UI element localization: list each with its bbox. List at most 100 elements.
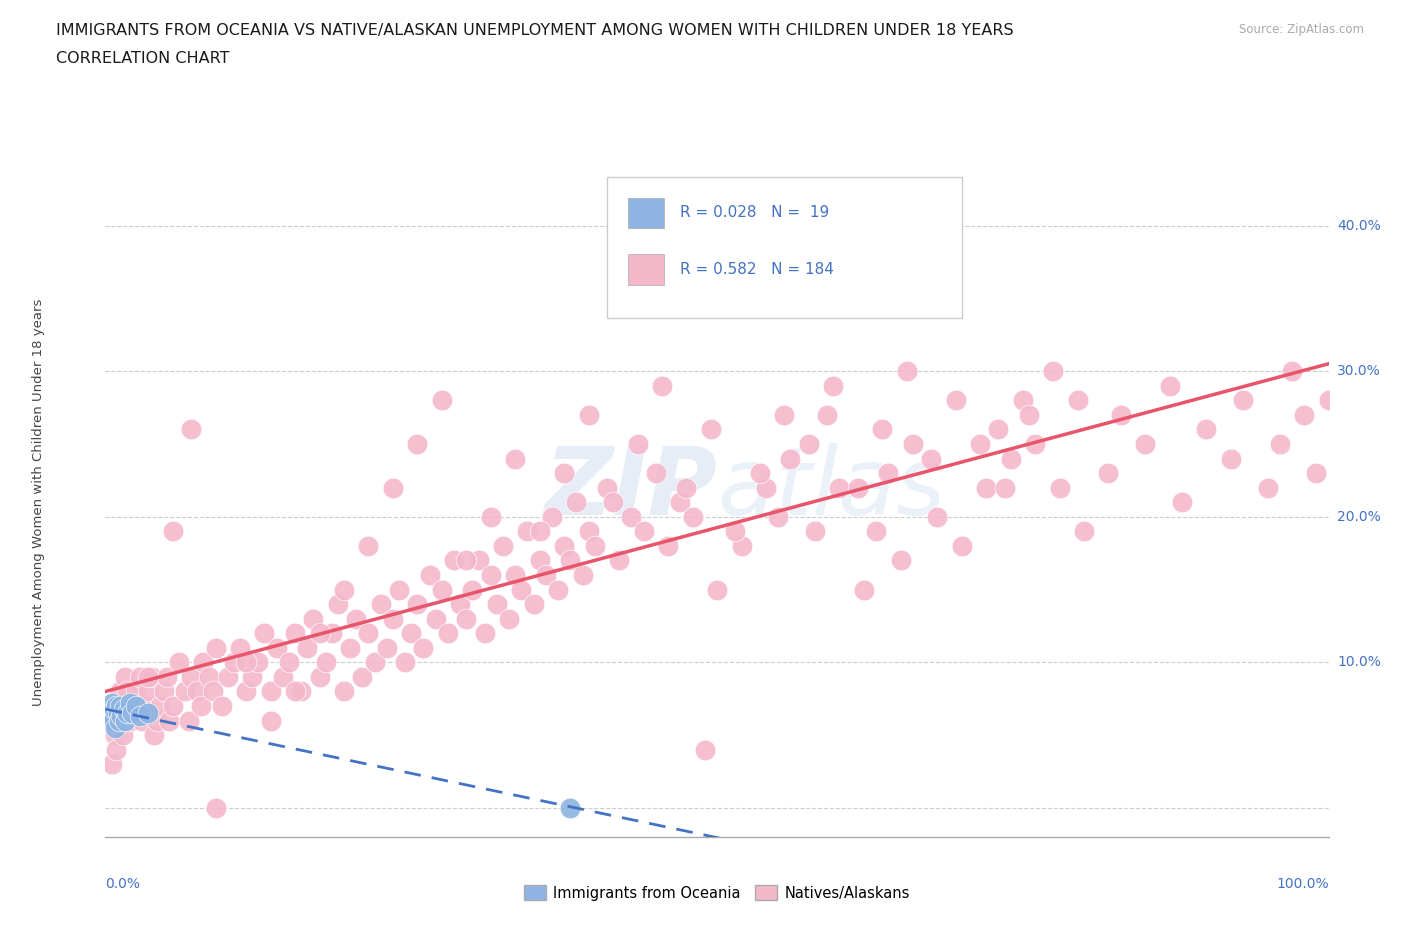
- Point: [381, 480, 404, 495]
- Point: [247, 655, 270, 670]
- Point: [375, 641, 398, 656]
- Text: atlas: atlas: [717, 444, 945, 535]
- Point: [107, 706, 129, 721]
- Point: [104, 721, 127, 736]
- Point: [388, 582, 411, 597]
- Point: [101, 713, 124, 728]
- Point: [162, 698, 184, 713]
- Point: [870, 422, 893, 437]
- Point: [571, 567, 593, 582]
- Point: [675, 480, 697, 495]
- Point: [430, 582, 453, 597]
- Point: [950, 538, 973, 553]
- Point: [1268, 436, 1291, 451]
- FancyBboxPatch shape: [627, 197, 665, 228]
- Point: [644, 466, 668, 481]
- Point: [706, 582, 728, 597]
- Point: [259, 684, 281, 698]
- Point: [437, 626, 460, 641]
- Point: [339, 641, 361, 656]
- Point: [121, 706, 143, 721]
- Text: IMMIGRANTS FROM OCEANIA VS NATIVE/ALASKAN UNEMPLOYMENT AMONG WOMEN WITH CHILDREN: IMMIGRANTS FROM OCEANIA VS NATIVE/ALASKA…: [56, 23, 1014, 38]
- Point: [297, 641, 319, 656]
- Point: [103, 701, 125, 716]
- Point: [1049, 480, 1071, 495]
- Point: [779, 451, 801, 466]
- Point: [229, 641, 252, 656]
- Text: Unemployment Among Women with Children Under 18 years: Unemployment Among Women with Children U…: [32, 299, 45, 706]
- Point: [456, 611, 478, 626]
- Point: [602, 495, 624, 510]
- Point: [503, 567, 526, 582]
- Point: [768, 510, 790, 525]
- Point: [128, 709, 150, 724]
- Point: [969, 436, 991, 451]
- Point: [302, 611, 325, 626]
- Point: [278, 655, 301, 670]
- Point: [443, 553, 465, 568]
- Point: [125, 684, 148, 698]
- Point: [498, 611, 520, 626]
- Point: [682, 510, 704, 525]
- Point: [529, 553, 551, 568]
- Point: [105, 742, 128, 757]
- Point: [804, 524, 827, 538]
- Point: [927, 510, 949, 525]
- Point: [425, 611, 447, 626]
- Point: [363, 655, 385, 670]
- Point: [131, 713, 153, 728]
- Point: [149, 698, 172, 713]
- Point: [235, 684, 257, 698]
- Point: [1294, 407, 1316, 422]
- Point: [406, 597, 429, 612]
- Point: [583, 538, 606, 553]
- Point: [107, 713, 129, 728]
- Point: [125, 698, 148, 713]
- Point: [1067, 392, 1090, 407]
- Point: [114, 670, 136, 684]
- Point: [259, 713, 281, 728]
- Point: [108, 684, 131, 698]
- Point: [596, 480, 619, 495]
- Point: [724, 524, 747, 538]
- Point: [657, 538, 679, 553]
- Point: [669, 495, 692, 510]
- Point: [565, 495, 588, 510]
- Point: [748, 466, 770, 481]
- Point: [1219, 451, 1241, 466]
- Point: [693, 742, 716, 757]
- Point: [271, 670, 294, 684]
- Point: [190, 698, 212, 713]
- Point: [100, 696, 122, 711]
- Point: [180, 670, 202, 684]
- Point: [198, 670, 221, 684]
- Point: [456, 553, 478, 568]
- Point: [430, 392, 453, 407]
- Point: [945, 392, 967, 407]
- Point: [217, 670, 239, 684]
- Point: [381, 611, 404, 626]
- FancyBboxPatch shape: [607, 178, 962, 318]
- Point: [112, 701, 135, 716]
- Point: [467, 553, 489, 568]
- Point: [155, 670, 177, 684]
- Point: [222, 655, 245, 670]
- Point: [110, 698, 132, 713]
- Point: [399, 626, 422, 641]
- Point: [815, 407, 838, 422]
- Text: 30.0%: 30.0%: [1337, 365, 1381, 379]
- Point: [177, 713, 200, 728]
- Point: [315, 655, 337, 670]
- Point: [920, 451, 942, 466]
- Point: [1042, 364, 1064, 379]
- Point: [333, 684, 356, 698]
- Point: [700, 422, 723, 437]
- Point: [846, 480, 869, 495]
- Text: 40.0%: 40.0%: [1337, 219, 1381, 232]
- Point: [105, 698, 128, 713]
- Point: [1109, 407, 1132, 422]
- Text: 20.0%: 20.0%: [1337, 510, 1381, 524]
- Point: [560, 553, 582, 568]
- Point: [1281, 364, 1303, 379]
- Point: [141, 670, 163, 684]
